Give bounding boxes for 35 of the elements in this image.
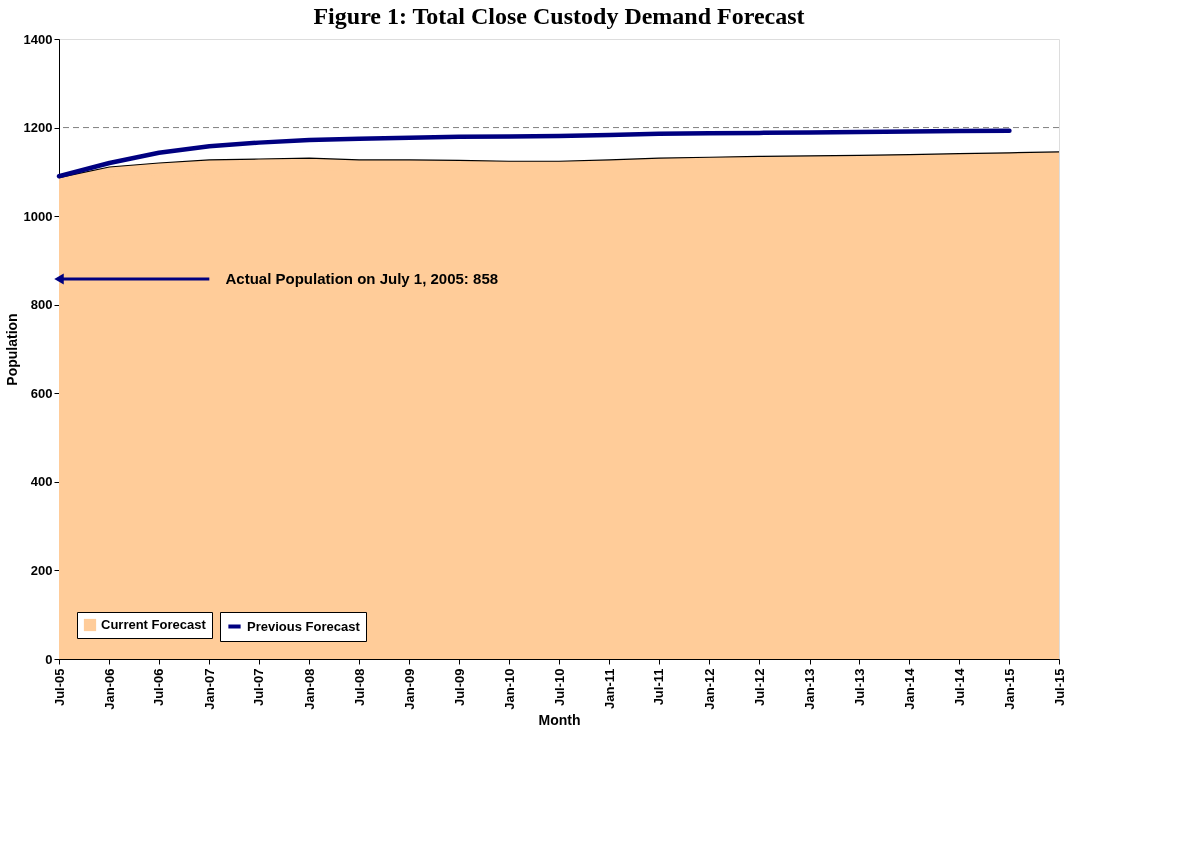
- x-tick-label: Jul-12: [751, 668, 767, 707]
- x-tick-label: Jan-14: [901, 667, 917, 710]
- x-tick-label: Jul-11: [651, 668, 667, 706]
- x-tick-label: Jul-07: [251, 668, 267, 707]
- x-tick-label: Jul-13: [851, 668, 867, 707]
- annotation: Actual Population on July 1, 2005: 858: [225, 270, 499, 288]
- x-tick-label: Jan-09: [401, 668, 417, 710]
- y-axis-title: Population: [3, 313, 20, 386]
- x-tick-label: Jan-12: [701, 668, 717, 710]
- y-tick-label: 1200: [23, 120, 53, 136]
- x-tick-label: Jan-10: [501, 668, 517, 710]
- x-tick-label: Jan-11: [601, 668, 617, 709]
- y-tick-label: 800: [30, 297, 53, 313]
- y-tick-label: 1000: [23, 208, 53, 224]
- x-tick-label: Jul-14: [951, 667, 967, 707]
- legend-label: Previous Forecast: [247, 618, 361, 634]
- x-tick-label: Jul-06: [151, 668, 167, 707]
- x-tick-label: Jan-15: [1001, 668, 1017, 710]
- x-tick-label: Jul-08: [351, 668, 367, 707]
- y-tick-label: 400: [30, 474, 53, 490]
- y-tick-label: 600: [30, 385, 53, 401]
- x-tick-label: Jul-10: [551, 668, 567, 707]
- x-tick-label: Jul-09: [451, 668, 467, 707]
- chart-title: Figure 1: Total Close Custody Demand Forecast: [313, 3, 805, 29]
- y-tick-label: 200: [30, 562, 53, 578]
- x-tick-label: Jan-08: [301, 668, 317, 710]
- x-tick-label: Jan-13: [802, 668, 818, 710]
- x-tick-label: Jan-06: [101, 668, 117, 710]
- y-tick-label: 1400: [23, 31, 53, 47]
- legend-label: Current Forecast: [101, 617, 207, 632]
- x-tick-label: Jan-07: [201, 668, 217, 710]
- y-tick-label: 0: [45, 651, 53, 667]
- x-axis-title: Month: [538, 711, 581, 728]
- x-tick-label: Jul-05: [51, 668, 67, 707]
- x-tick-label: Jul-15: [1051, 668, 1067, 707]
